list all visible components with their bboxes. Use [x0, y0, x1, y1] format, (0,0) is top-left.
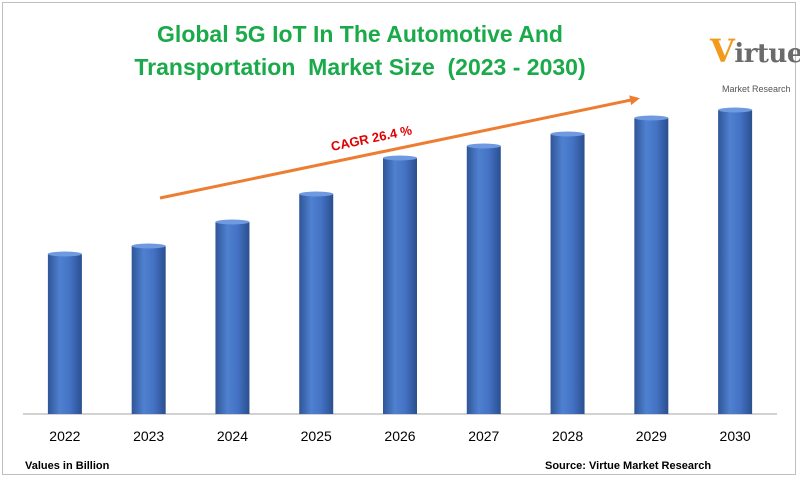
bar-2023	[131, 243, 166, 414]
bar-2030	[718, 107, 753, 414]
bar-rect-2024	[215, 222, 250, 414]
bar-rect-2027	[466, 146, 501, 414]
bar-top-2022	[47, 251, 82, 257]
x-tick-label-2025: 2025	[301, 428, 332, 444]
x-tick-label-2028: 2028	[552, 428, 583, 444]
cagr-trend-arrow	[159, 95, 640, 200]
bar-top-2028	[550, 131, 585, 137]
bar-top-2029	[634, 115, 669, 121]
x-tick-label-2023: 2023	[133, 428, 164, 444]
bar-rect-2023	[131, 246, 166, 414]
bar-top-2030	[718, 107, 753, 113]
bar-rect-2025	[299, 194, 334, 414]
logo-wordmark: Virtue	[710, 32, 800, 70]
chart-title-line-2: Transportation Market Size (2023 - 2030)	[134, 54, 586, 80]
bar-top-2027	[466, 143, 501, 149]
bar-top-2025	[299, 191, 334, 197]
bar-2026	[383, 155, 417, 414]
bar-rect-2030	[718, 110, 753, 414]
bar-2029	[634, 115, 669, 414]
bar-top-2026	[383, 155, 417, 161]
bar-top-2024	[215, 219, 250, 225]
logo-tagline: Market Research	[722, 84, 791, 94]
bar-2025	[299, 191, 334, 414]
source-note: Source: Virtue Market Research	[545, 460, 712, 472]
x-tick-label-2027: 2027	[468, 428, 499, 444]
bar-rect-2026	[383, 158, 417, 414]
units-note: Values in Billion	[25, 460, 110, 472]
bar-rect-2022	[47, 254, 82, 414]
bar-2028	[550, 131, 585, 414]
bar-2024	[215, 219, 250, 414]
x-tick-label-2022: 2022	[49, 428, 80, 444]
bar-rect-2029	[634, 118, 669, 414]
x-tick-label-2029: 2029	[636, 428, 667, 444]
bar-2027	[466, 143, 501, 414]
virtue-logo: Virtue Market Research	[708, 6, 800, 96]
chart-title: Global 5G IoT In The Automotive And Tran…	[60, 18, 660, 84]
bar-2022	[47, 251, 82, 414]
bar-rect-2028	[550, 134, 585, 414]
chart-title-line-1: Global 5G IoT In The Automotive And	[157, 21, 563, 47]
x-tick-label-2026: 2026	[384, 428, 415, 444]
x-tick-label-2024: 2024	[217, 428, 248, 444]
x-tick-label-2030: 2030	[720, 428, 751, 444]
bar-top-2023	[131, 243, 166, 249]
